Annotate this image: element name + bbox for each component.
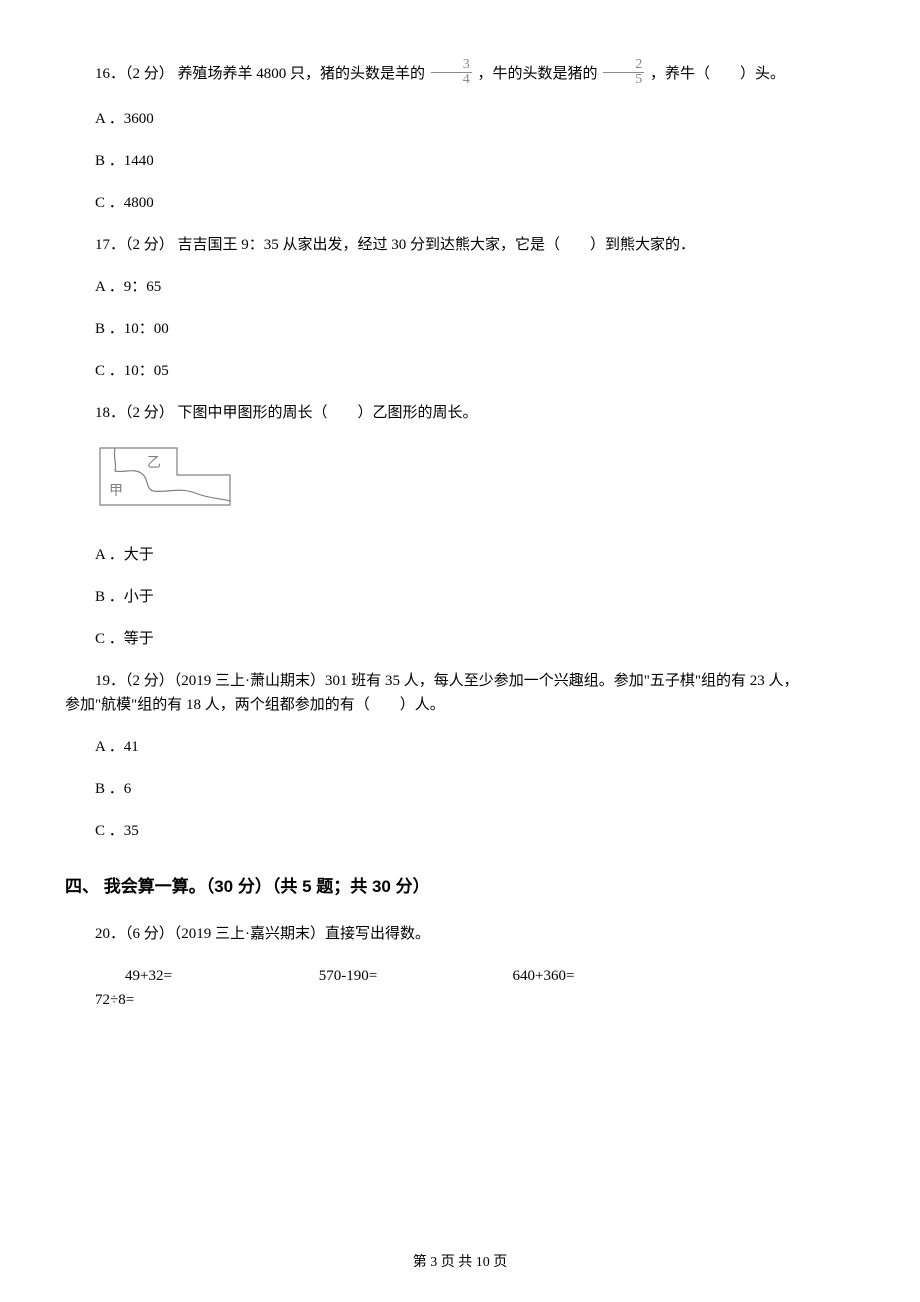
calc-2: 570-190=: [289, 964, 479, 988]
question-18: 18．（2 分） 下图中甲图形的周长（ ）乙图形的周长。: [65, 401, 855, 425]
calc-4: 72÷8=: [65, 988, 255, 1012]
fraction-3-4: 3 4: [431, 58, 472, 87]
q19-line1: 19．（2 分）（2019 三上·萧山期末）301 班有 35 人，每人至少参加…: [65, 669, 855, 693]
q16-mid: ，牛的头数是猪的: [478, 66, 602, 82]
calc-1: 49+32=: [95, 964, 285, 988]
q18-option-c: C ．等于: [65, 627, 855, 651]
question-19: 19．（2 分）（2019 三上·萧山期末）301 班有 35 人，每人至少参加…: [65, 669, 855, 717]
section-4-header: 四、 我会算一算。（30 分）（共 5 题；共 30 分）: [65, 873, 855, 900]
fraction-num: 2: [603, 58, 644, 73]
calc-3: 640+360=: [483, 964, 673, 988]
question-17: 17．（2 分） 吉吉国王 9：35 从家出发，经过 30 分到达熊大家，它是（…: [65, 233, 855, 257]
q16-option-c: C ．4800: [65, 191, 855, 215]
fraction-den: 5: [603, 73, 644, 87]
perimeter-shape-icon: 甲 乙: [95, 443, 235, 513]
q18-option-b: B ．小于: [65, 585, 855, 609]
q18-option-a: A ．大于: [65, 543, 855, 567]
q17-option-c: C ．10：05: [65, 359, 855, 383]
label-jia: 甲: [109, 484, 123, 499]
fraction-den: 4: [431, 73, 472, 87]
fraction-2-5: 2 5: [603, 58, 644, 87]
q19-line2: 参加"航模"组的有 18 人，两个组都参加的有（ ）人。: [65, 693, 855, 717]
fraction-num: 3: [431, 58, 472, 73]
question-16: 16．（2 分） 养殖场养羊 4800 只，猪的头数是羊的 3 4 ，牛的头数是…: [65, 60, 855, 89]
q16-suffix: ，养牛（ ）头。: [650, 66, 785, 82]
q20-calc-row: 49+32= 570-190= 640+360= 72÷8=: [65, 964, 855, 1012]
q17-option-b: B ．10：00: [65, 317, 855, 341]
question-20: 20．（6 分）（2019 三上·嘉兴期末）直接写出得数。: [65, 922, 855, 946]
q16-prefix: 16．（2 分） 养殖场养羊 4800 只，猪的头数是羊的: [95, 66, 429, 82]
q16-option-b: B ．1440: [65, 149, 855, 173]
q19-option-a: A ．41: [65, 735, 855, 759]
q16-option-a: A ．3600: [65, 107, 855, 131]
q19-option-c: C ．35: [65, 819, 855, 843]
label-yi: 乙: [147, 455, 161, 471]
q17-option-a: A ．9：65: [65, 275, 855, 299]
q18-diagram: 甲 乙: [95, 443, 855, 521]
page-footer: 第 3 页 共 10 页: [0, 1252, 920, 1274]
q19-option-b: B ．6: [65, 777, 855, 801]
